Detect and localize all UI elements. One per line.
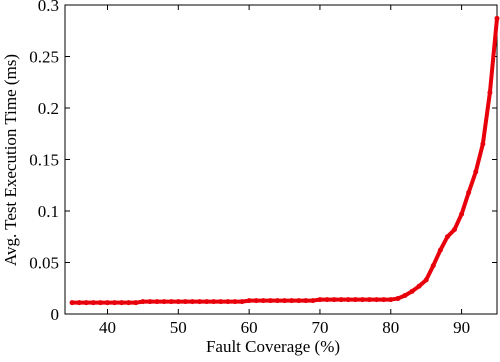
data-point [317,297,323,303]
data-point [246,298,252,304]
data-point [189,299,195,305]
data-point [239,299,245,305]
data-point [359,297,365,303]
data-point [487,90,493,96]
data-point [197,299,203,305]
data-point [274,298,280,304]
data-point [225,299,231,305]
data-point [345,297,351,303]
data-point [112,300,118,306]
data-point [310,298,316,304]
data-point [296,298,302,304]
x-tick-label: 90 [453,318,470,337]
data-point [331,297,337,303]
x-tick-label: 40 [99,318,116,337]
y-tick-label: 0.1 [38,202,59,221]
data-point [182,299,188,305]
data-point [452,227,458,233]
data-point [324,297,330,303]
data-point [69,300,75,306]
data-point [232,299,238,305]
data-point [473,169,479,175]
data-point [430,263,436,269]
x-tick-label: 70 [311,318,328,337]
data-point [97,300,103,306]
data-point [133,300,139,306]
data-point [388,297,394,303]
data-point [466,189,472,195]
data-point [338,297,344,303]
data-line [72,18,499,305]
data-point [267,298,273,304]
data-point [90,300,96,306]
x-tick-label: 80 [382,318,399,337]
data-point [303,298,309,304]
y-tick-label: 0.25 [29,48,59,67]
data-point [416,283,422,289]
data-point [437,247,443,253]
data-point [204,299,210,305]
data-point [175,299,181,305]
y-tick-label: 0 [51,305,60,324]
x-tick-label: 60 [241,318,258,337]
data-point [104,300,110,306]
data-point [147,299,153,305]
data-point [140,299,146,305]
data-point [409,288,415,294]
y-axis-label: Avg. Test Execution Time (ms) [1,54,20,266]
data-point [289,298,295,304]
data-point [352,297,358,303]
data-point [168,299,174,305]
data-point [480,141,486,147]
y-tick-label: 0.05 [29,254,59,273]
y-tick-label: 0.2 [38,99,59,118]
data-point [494,15,500,21]
data-point [119,300,125,306]
data-point [402,292,408,298]
data-point [211,299,217,305]
data-point [423,277,429,283]
data-point [374,297,380,303]
data-point [76,300,82,306]
x-axis-label: Fault Coverage (%) [206,337,340,356]
data-point [126,300,132,306]
data-point [367,297,373,303]
data-point [282,298,288,304]
data-point [395,296,401,302]
y-tick-label: 0.3 [38,0,59,15]
data-point [444,234,450,240]
data-point [381,297,387,303]
data-point [459,211,465,217]
data-point [218,299,224,305]
data-point [253,298,259,304]
data-point [161,299,167,305]
data-point [83,300,89,306]
y-tick-label: 0.15 [29,151,59,170]
data-point [260,298,266,304]
data-point [154,299,160,305]
x-tick-label: 50 [170,318,187,337]
